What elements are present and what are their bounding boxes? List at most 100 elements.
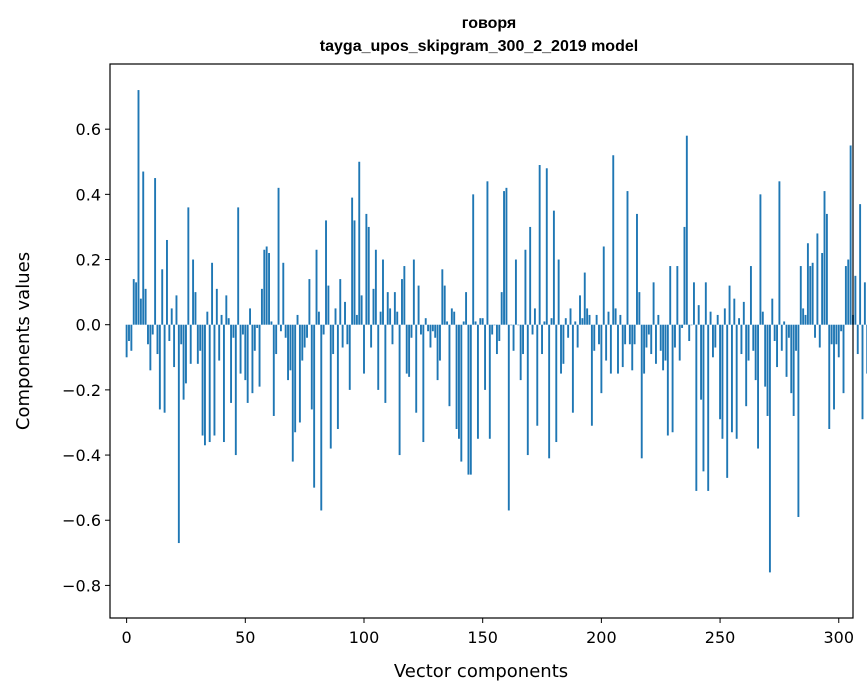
bar xyxy=(201,324,204,436)
bar xyxy=(372,288,375,325)
bar xyxy=(410,324,413,338)
bar xyxy=(747,324,750,361)
bar xyxy=(322,324,325,335)
bar xyxy=(301,324,304,361)
bar xyxy=(417,285,420,325)
bar xyxy=(185,324,187,384)
bar xyxy=(431,324,434,332)
bar xyxy=(192,259,195,325)
bar xyxy=(241,324,244,335)
bar xyxy=(757,324,759,449)
bar xyxy=(742,301,745,325)
bar xyxy=(282,262,285,325)
bar xyxy=(467,324,470,475)
bar xyxy=(289,324,292,371)
bar xyxy=(787,324,790,338)
bar xyxy=(797,324,800,517)
bar xyxy=(377,324,380,390)
bar xyxy=(602,246,605,325)
bar xyxy=(187,207,190,325)
bar xyxy=(557,259,560,325)
bar xyxy=(334,308,337,325)
bar xyxy=(552,210,555,325)
bar xyxy=(783,321,786,325)
bar xyxy=(633,324,636,345)
bar xyxy=(434,324,437,338)
bar xyxy=(614,308,617,325)
bar xyxy=(488,324,491,439)
bar xyxy=(735,324,738,439)
bar xyxy=(168,324,171,341)
bar xyxy=(415,324,418,413)
bar xyxy=(351,197,354,325)
bar xyxy=(260,288,263,325)
bar xyxy=(562,324,565,364)
bar xyxy=(422,324,425,443)
bar xyxy=(861,324,864,420)
bar xyxy=(536,324,539,426)
bar xyxy=(595,314,598,325)
bar xyxy=(339,279,342,325)
bar xyxy=(849,145,852,325)
bar xyxy=(759,194,762,325)
bar xyxy=(790,324,793,394)
bar xyxy=(472,194,475,325)
bar xyxy=(275,324,278,355)
bar xyxy=(811,262,814,325)
bar xyxy=(189,324,192,364)
bar xyxy=(643,324,646,374)
bar xyxy=(538,165,541,325)
bar xyxy=(139,298,142,325)
bar xyxy=(161,269,164,325)
bar xyxy=(469,324,472,475)
y-tick-label: −0.4 xyxy=(62,446,101,465)
bar xyxy=(327,285,330,325)
bar xyxy=(567,324,570,338)
bar xyxy=(754,324,757,381)
bar xyxy=(389,308,392,325)
bar xyxy=(462,321,465,325)
bar xyxy=(132,279,135,325)
bar xyxy=(583,272,586,325)
bar xyxy=(180,324,183,345)
bar xyxy=(830,324,833,345)
bar xyxy=(738,318,741,325)
bar xyxy=(818,324,821,348)
y-tick-label: −0.8 xyxy=(62,576,101,595)
bar xyxy=(740,324,743,355)
bar xyxy=(626,191,629,325)
bar xyxy=(799,266,802,325)
bar xyxy=(560,324,562,374)
bar xyxy=(386,292,389,325)
bar xyxy=(576,324,579,348)
bar xyxy=(749,266,752,325)
bar xyxy=(524,249,527,325)
bar xyxy=(697,305,700,325)
bar xyxy=(719,324,722,420)
bar xyxy=(833,324,835,410)
bar xyxy=(382,259,384,325)
bar xyxy=(439,324,441,361)
y-tick-label: 0.2 xyxy=(76,251,101,270)
bar xyxy=(142,171,145,325)
bar xyxy=(842,324,845,394)
bar xyxy=(809,266,812,325)
y-tick-label: −0.6 xyxy=(62,511,101,530)
bar xyxy=(317,311,320,325)
bar xyxy=(674,324,676,348)
bar xyxy=(128,324,130,341)
bar xyxy=(446,321,449,325)
bar xyxy=(479,318,482,325)
bar xyxy=(313,324,316,488)
bar xyxy=(707,324,710,491)
bar xyxy=(526,324,529,456)
bar xyxy=(730,324,733,433)
bar xyxy=(617,324,619,374)
bar xyxy=(211,262,214,325)
bar xyxy=(272,324,275,416)
bar xyxy=(220,314,223,325)
bar xyxy=(745,324,748,407)
bar xyxy=(780,324,783,351)
bar xyxy=(628,324,631,345)
bar xyxy=(332,324,335,355)
